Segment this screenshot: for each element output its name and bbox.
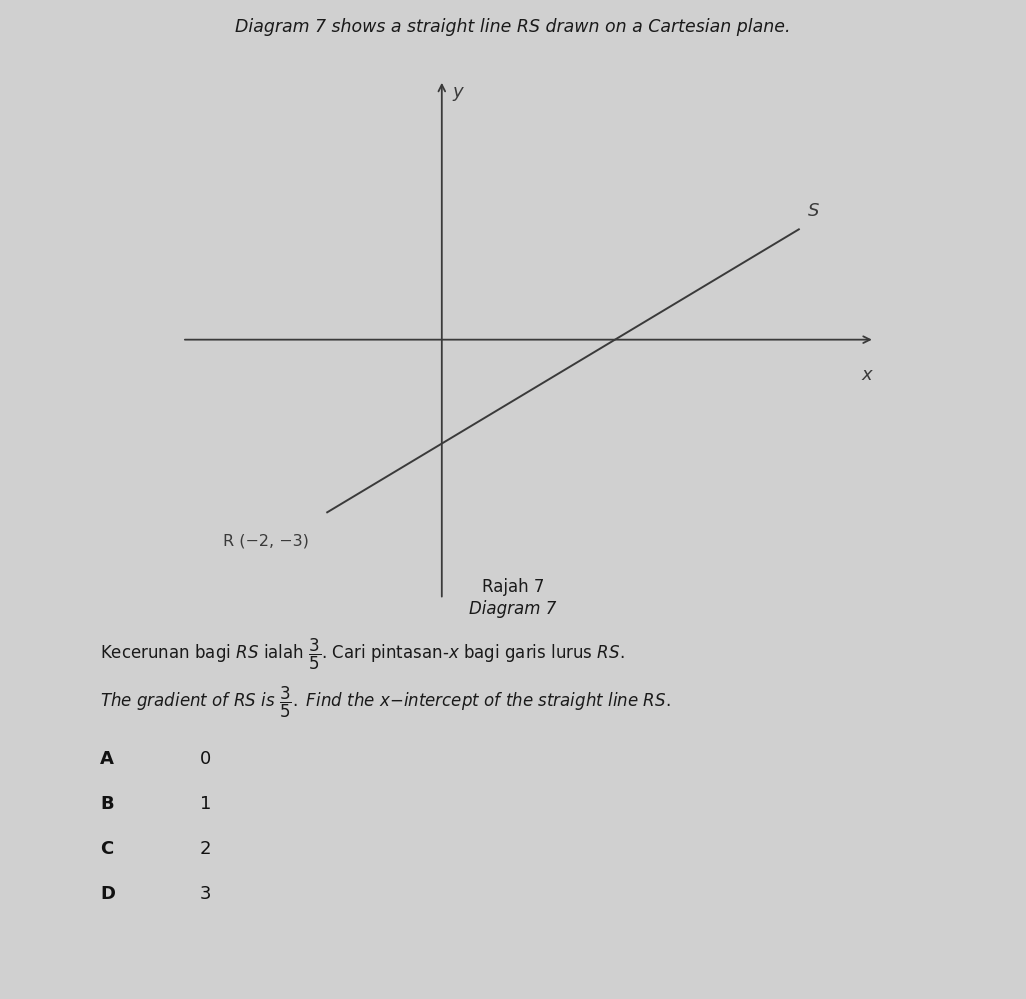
- Text: S: S: [808, 202, 820, 220]
- Text: B: B: [100, 795, 114, 813]
- Text: x: x: [861, 366, 872, 384]
- Text: Diagram 7: Diagram 7: [469, 600, 557, 618]
- Text: 1: 1: [200, 795, 211, 813]
- Text: D: D: [100, 885, 115, 903]
- Text: $\mathit{The\ gradient\ of\ RS\ is\ }\dfrac{3}{5}.\mathit{\ Find\ the\ }x\mathit: $\mathit{The\ gradient\ of\ RS\ is\ }\df…: [100, 685, 671, 720]
- Text: 3: 3: [200, 885, 211, 903]
- Text: y: y: [452, 83, 463, 101]
- Text: R (−2, −3): R (−2, −3): [224, 533, 309, 548]
- Text: C: C: [100, 840, 113, 858]
- Text: Kecerunan bagi $\mathit{RS}$ ialah $\dfrac{3}{5}$. Cari pintasan-$x$ bagi garis : Kecerunan bagi $\mathit{RS}$ ialah $\dfr…: [100, 637, 625, 672]
- Text: Rajah 7: Rajah 7: [482, 578, 544, 596]
- Text: Diagram 7 shows a straight line RS drawn on a Cartesian plane.: Diagram 7 shows a straight line RS drawn…: [235, 18, 791, 36]
- Text: A: A: [100, 750, 114, 768]
- Text: 2: 2: [200, 840, 211, 858]
- Text: 0: 0: [200, 750, 211, 768]
